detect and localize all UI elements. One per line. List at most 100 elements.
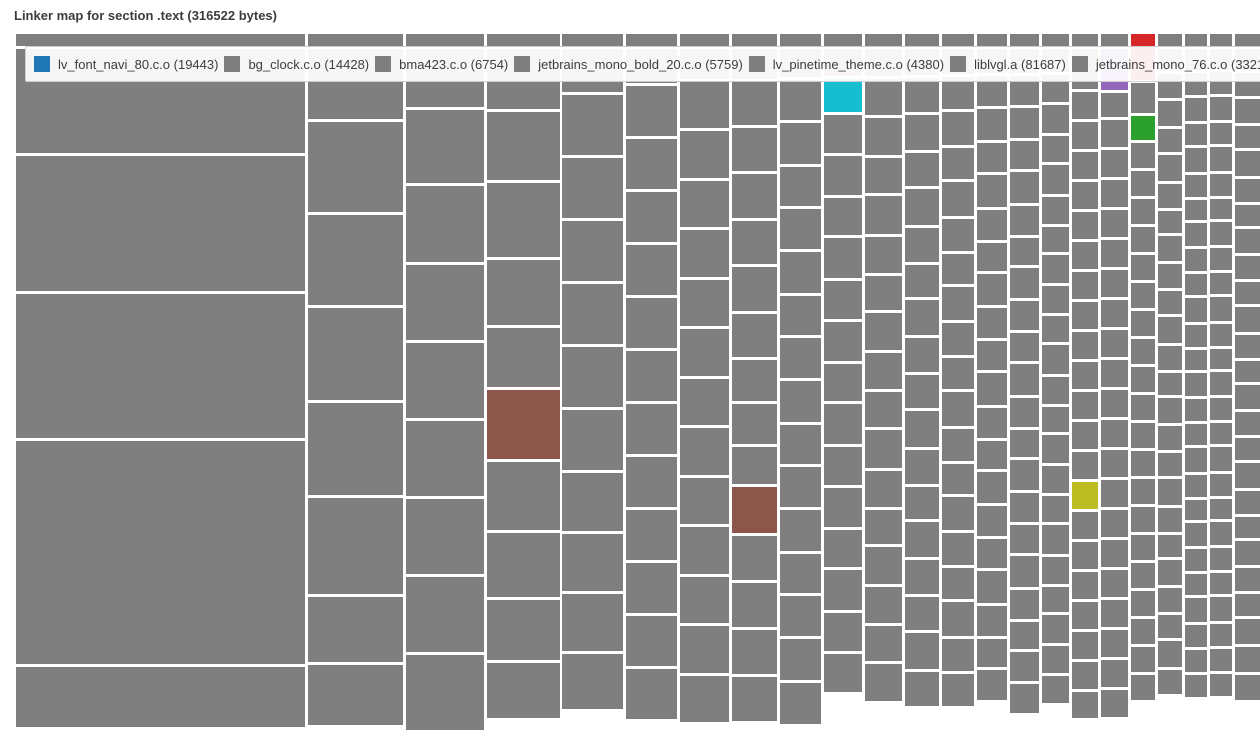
treemap-cell[interactable]: [732, 447, 777, 484]
treemap-cell[interactable]: [1072, 212, 1098, 239]
treemap-cell[interactable]: [942, 358, 974, 389]
treemap-cell[interactable]: [1042, 466, 1069, 493]
treemap-cell[interactable]: [406, 343, 484, 418]
treemap-cell[interactable]: [680, 626, 729, 673]
treemap-cell[interactable]: [1235, 541, 1260, 565]
treemap-cell[interactable]: [1210, 174, 1232, 196]
treemap-cell[interactable]: [562, 158, 623, 218]
treemap-cell[interactable]: [1101, 660, 1128, 687]
treemap-cell[interactable]: [1210, 447, 1232, 471]
treemap-cell[interactable]: [732, 174, 777, 218]
treemap-cell[interactable]: [780, 639, 821, 680]
treemap-cell[interactable]: [977, 639, 1007, 667]
treemap-cell[interactable]: [1235, 594, 1260, 616]
treemap-cell[interactable]: [1101, 34, 1128, 46]
treemap-cell[interactable]: [487, 462, 560, 530]
treemap-cell[interactable]: [977, 670, 1007, 700]
treemap-cell[interactable]: [780, 683, 821, 724]
treemap-cell[interactable]: [308, 498, 403, 594]
treemap-cell[interactable]: [626, 510, 677, 560]
treemap-cell[interactable]: [1235, 647, 1260, 672]
treemap-cell[interactable]: [780, 425, 821, 464]
treemap-cell[interactable]: [732, 583, 777, 627]
treemap-cell[interactable]: [1131, 83, 1155, 113]
treemap-cell[interactable]: [1235, 229, 1260, 253]
treemap-cell[interactable]: [1235, 126, 1260, 148]
treemap-cell[interactable]: [1131, 563, 1155, 588]
treemap-cell[interactable]: [406, 34, 484, 46]
treemap-cell[interactable]: [905, 522, 939, 557]
treemap-cell[interactable]: [942, 464, 974, 494]
treemap-cell[interactable]: [1210, 398, 1232, 420]
treemap-cell[interactable]: [1210, 147, 1232, 171]
treemap-cell[interactable]: [780, 296, 821, 335]
treemap-cell[interactable]: [1072, 92, 1098, 119]
treemap-cell[interactable]: [1235, 307, 1260, 332]
treemap-cell[interactable]: [1210, 474, 1232, 496]
treemap-cell[interactable]: [626, 34, 677, 46]
treemap-cell[interactable]: [732, 536, 777, 580]
treemap-cell[interactable]: [1158, 670, 1182, 694]
treemap-cell[interactable]: [942, 674, 974, 706]
treemap-cell[interactable]: [1101, 300, 1128, 327]
treemap-cell[interactable]: [780, 167, 821, 206]
treemap-cell[interactable]: [780, 34, 821, 46]
treemap-cell[interactable]: [308, 308, 403, 400]
treemap-cell[interactable]: [905, 487, 939, 519]
treemap-cell[interactable]: [1210, 573, 1232, 594]
treemap-cell[interactable]: [905, 34, 939, 46]
treemap-cell[interactable]: [905, 597, 939, 630]
treemap-cell[interactable]: [1235, 385, 1260, 409]
treemap-cell[interactable]: [562, 410, 623, 470]
treemap-cell[interactable]: [1042, 496, 1069, 522]
treemap-cell[interactable]: [1131, 283, 1155, 308]
treemap-cell[interactable]: [1042, 615, 1069, 643]
treemap-cell[interactable]: [732, 487, 777, 533]
treemap-cell[interactable]: [1158, 373, 1182, 395]
treemap-cell[interactable]: [487, 390, 560, 459]
treemap-cell[interactable]: [1101, 210, 1128, 237]
treemap-cell[interactable]: [487, 533, 560, 597]
treemap-cell[interactable]: [1158, 291, 1182, 314]
treemap-cell[interactable]: [1210, 34, 1232, 46]
treemap-cell[interactable]: [732, 404, 777, 444]
treemap-cell[interactable]: [1131, 367, 1155, 392]
treemap-cell[interactable]: [1072, 362, 1098, 389]
treemap-cell[interactable]: [1072, 482, 1098, 509]
treemap-cell[interactable]: [1235, 568, 1260, 591]
treemap-cell[interactable]: [487, 112, 560, 180]
treemap-cell[interactable]: [1210, 372, 1232, 395]
treemap-cell[interactable]: [1158, 184, 1182, 208]
treemap-cell[interactable]: [1101, 390, 1128, 417]
treemap-cell[interactable]: [1101, 240, 1128, 267]
treemap-cell[interactable]: [1185, 223, 1207, 246]
treemap-cell[interactable]: [865, 158, 902, 193]
treemap-cell[interactable]: [1072, 572, 1098, 599]
treemap-cell[interactable]: [626, 616, 677, 666]
treemap-cell[interactable]: [1131, 395, 1155, 420]
treemap-cell[interactable]: [1235, 179, 1260, 202]
treemap-cell[interactable]: [1185, 574, 1207, 595]
treemap-cell[interactable]: [1210, 324, 1232, 346]
treemap-cell[interactable]: [1072, 122, 1098, 149]
treemap-cell[interactable]: [1235, 205, 1260, 226]
treemap-cell[interactable]: [824, 613, 862, 651]
treemap-cell[interactable]: [977, 373, 1007, 405]
treemap-cell[interactable]: [824, 530, 862, 567]
treemap-cell[interactable]: [406, 655, 484, 730]
treemap-cell[interactable]: [905, 633, 939, 669]
treemap-cell[interactable]: [1185, 650, 1207, 672]
treemap-cell[interactable]: [1210, 97, 1232, 120]
treemap-cell[interactable]: [1235, 34, 1260, 46]
treemap-cell[interactable]: [942, 392, 974, 426]
treemap-cell[interactable]: [732, 128, 777, 171]
treemap-cell[interactable]: [1131, 255, 1155, 280]
treemap-cell[interactable]: [680, 428, 729, 475]
treemap-cell[interactable]: [1101, 270, 1128, 297]
treemap-cell[interactable]: [732, 630, 777, 674]
treemap-cell[interactable]: [865, 313, 902, 350]
treemap-cell[interactable]: [780, 596, 821, 636]
treemap-cell[interactable]: [406, 265, 484, 340]
treemap-cell[interactable]: [680, 82, 729, 128]
treemap-cell[interactable]: [824, 364, 862, 401]
